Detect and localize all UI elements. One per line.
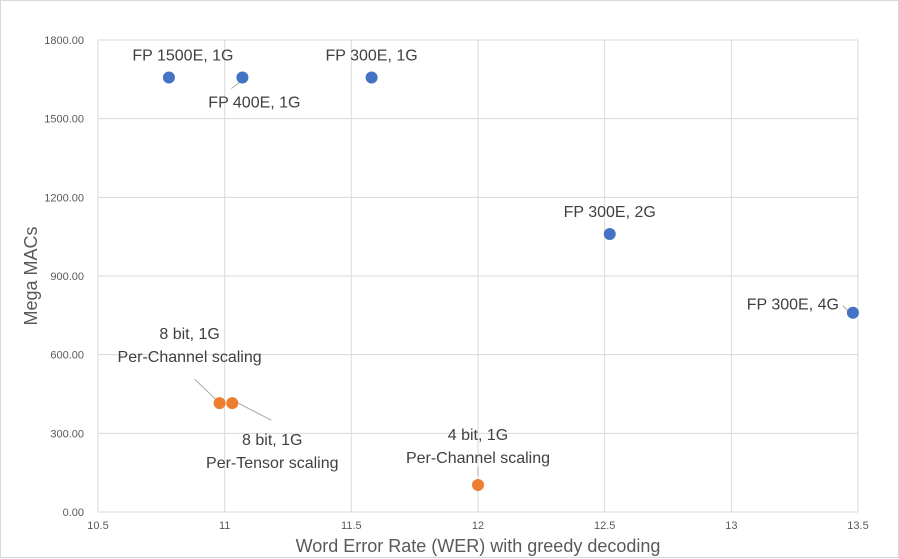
data-label: Per-Channel scaling [118,349,262,366]
data-point [236,71,249,84]
gridlines [97,39,859,513]
data-label: FP 1500E, 1G [132,47,233,64]
data-label: FP 300E, 4G [747,297,839,314]
data-label: 4 bit, 1G [448,427,508,444]
leader-line [238,402,272,421]
y-tick-label: 300.00 [50,428,84,440]
x-tick-label: 10.5 [87,520,108,532]
data-point [162,71,175,84]
y-tick-label: 0.00 [63,507,84,519]
leader-line [231,82,240,89]
x-tick-label: 13.5 [847,520,868,532]
data-label: Per-Tensor scaling [206,455,339,472]
x-tick-label: 11.5 [341,520,362,532]
leader-lines [194,82,850,476]
data-label: Per-Channel scaling [406,450,550,467]
data-label: 8 bit, 1G [242,432,302,449]
data-point [846,306,859,319]
data-label: 8 bit, 1G [159,326,219,343]
x-tick-label: 12.5 [594,520,615,532]
data-point [226,397,239,410]
data-points [162,71,859,491]
x-axis-title: Word Error Rate (WER) with greedy decodi… [296,536,661,556]
y-tick-label: 1800.00 [44,35,84,47]
data-point [472,478,484,491]
x-tick-label: 13 [725,520,737,532]
x-tick-label: 12 [472,520,484,532]
x-tick-label: 11 [219,520,230,532]
data-point [603,228,616,241]
data-point [213,397,226,410]
y-axis-title: Mega MACs [21,226,41,325]
tick-labels: 10.5 11 11.5 12 12.5 13 13.5 0.00 300.00 600.00 90… [44,35,868,532]
data-label: FP 300E, 2G [564,204,656,221]
y-tick-label: 900.00 [50,271,84,283]
data-point [365,71,378,84]
y-tick-label: 600.00 [50,350,84,362]
data-label: FP 400E, 1G [208,94,300,111]
y-tick-label: 1200.00 [44,192,84,204]
data-labels: FP 1500E, 1G FP 400E, 1G FP 300E, 1G FP 300… [118,47,839,472]
leader-line [194,378,216,400]
y-tick-label: 1500.00 [44,114,84,126]
data-label: FP 300E, 1G [325,47,417,64]
